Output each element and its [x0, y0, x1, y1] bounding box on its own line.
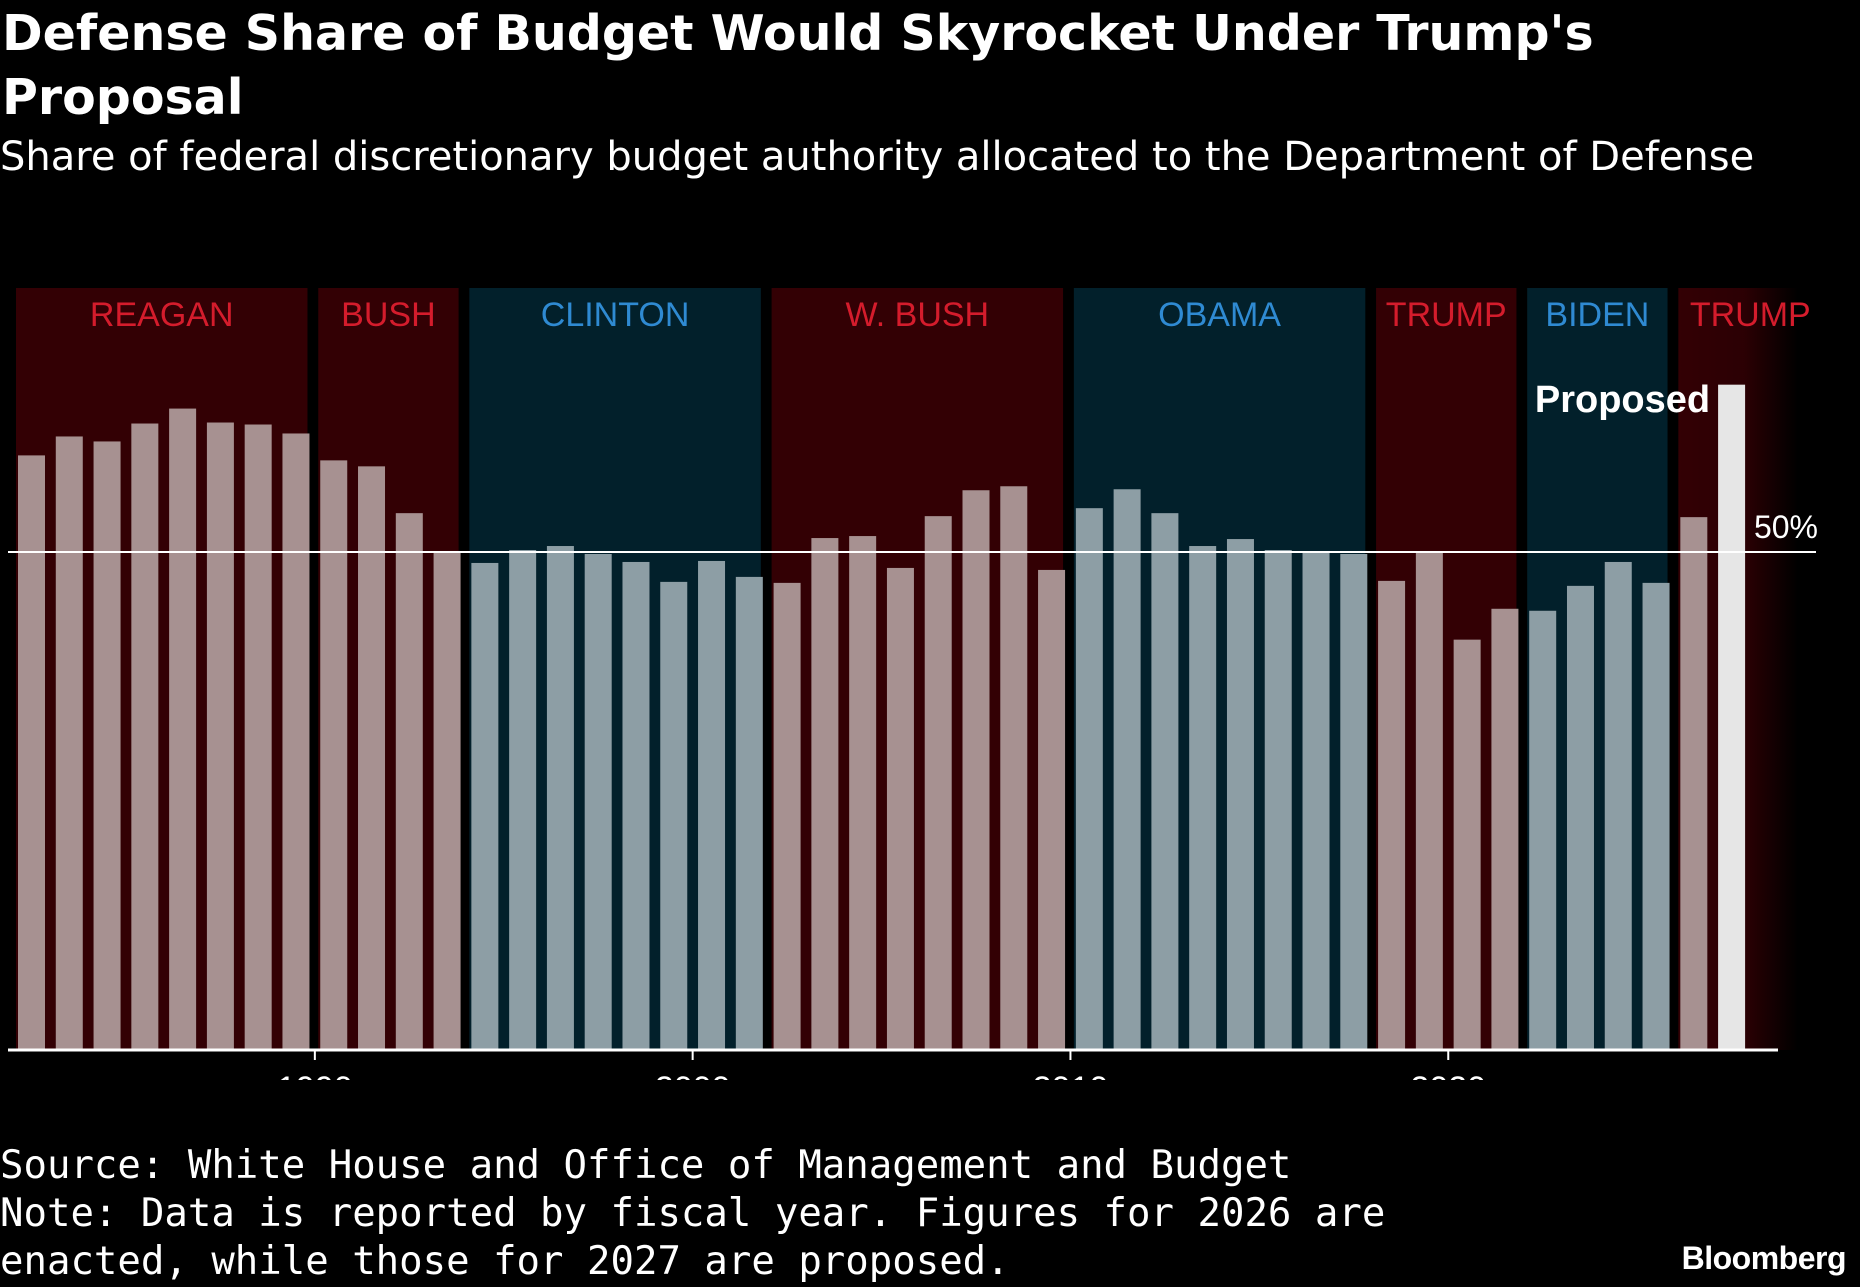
bar-2017 [1340, 553, 1368, 1050]
bar-1996 [546, 546, 574, 1050]
bar-2019 [1415, 552, 1443, 1050]
bar-2000 [698, 560, 726, 1050]
bar-1988 [244, 424, 272, 1051]
chart-title: Defense Share of Budget Would Skyrocket … [2, 5, 1594, 126]
bar-2023 [1566, 585, 1594, 1050]
bar-1985 [131, 423, 159, 1050]
administration-label: TRUMP [1386, 296, 1507, 334]
bar-2015 [1264, 550, 1292, 1050]
bar-2004 [849, 536, 877, 1050]
chart-footer: Source: White House and Office of Manage… [0, 1142, 1560, 1286]
bar-1991 [358, 466, 386, 1050]
x-tick-label: 2000 [655, 1070, 731, 1080]
bar-2001 [735, 576, 763, 1050]
source-note: Source: White House and Office of Manage… [0, 1143, 1292, 1188]
bar-2003 [811, 538, 839, 1050]
reference-line-label: 50% [1754, 509, 1818, 545]
x-tick-label: 2020 [1410, 1070, 1486, 1080]
x-tick-label: 2010 [1033, 1070, 1109, 1080]
bloomberg-logo: Bloomberg [1681, 1240, 1847, 1276]
bar-2005 [886, 567, 914, 1050]
proposed-annotation: Proposed [1535, 379, 1710, 421]
bar-chart: REAGAN BUSH CLINTON W. BUSH OBAMA TRUMP BIDEN T… [8, 288, 1818, 1080]
bar-2025 [1642, 582, 1670, 1050]
bar-2007 [962, 490, 990, 1050]
bar-1999 [660, 581, 688, 1050]
bar-1986 [169, 408, 197, 1050]
bar-1994 [471, 562, 499, 1050]
bar-2011 [1113, 489, 1141, 1050]
bar-2009 [1038, 569, 1066, 1050]
bar-2010 [1075, 508, 1103, 1050]
bar-1998 [622, 561, 650, 1050]
administration-label: OBAMA [1158, 296, 1281, 334]
administration-label: REAGAN [90, 296, 234, 334]
bar-1997 [584, 553, 612, 1050]
bar-2024 [1604, 561, 1632, 1050]
administration-label: TRUMP [1690, 296, 1811, 334]
bar-2014 [1226, 539, 1254, 1050]
bar-2002 [773, 582, 801, 1050]
bar-1995 [509, 550, 537, 1050]
bar-1983 [55, 436, 83, 1050]
bar-2012 [1151, 513, 1179, 1050]
bar-2020 [1453, 639, 1481, 1050]
bar-2016 [1302, 552, 1330, 1050]
bar-2021 [1491, 608, 1519, 1050]
administration-label: BUSH [341, 296, 435, 334]
bar-2013 [1189, 546, 1217, 1050]
bar-2018 [1378, 580, 1406, 1050]
bar-2008 [1000, 486, 1028, 1050]
administration-label: BIDEN [1545, 296, 1649, 334]
bar-2006 [924, 516, 952, 1050]
x-tick-label: 1990 [277, 1070, 353, 1080]
bar-1990 [320, 460, 348, 1050]
data-note: Note: Data is reported by fiscal year. F… [0, 1191, 1409, 1284]
bar-1982 [18, 455, 45, 1050]
bar-1992 [395, 513, 423, 1050]
bar-1987 [206, 422, 234, 1050]
bar-1989 [282, 433, 310, 1050]
chart-subtitle: Share of federal discretionary budget au… [0, 134, 1755, 180]
bar-1984 [93, 441, 121, 1051]
bar-2027 [1718, 384, 1746, 1050]
administration-label: CLINTON [541, 296, 690, 334]
bar-2026 [1680, 517, 1708, 1050]
bar-2022 [1529, 610, 1557, 1050]
administration-label: W. BUSH [846, 296, 990, 334]
bar-1993 [433, 552, 461, 1050]
